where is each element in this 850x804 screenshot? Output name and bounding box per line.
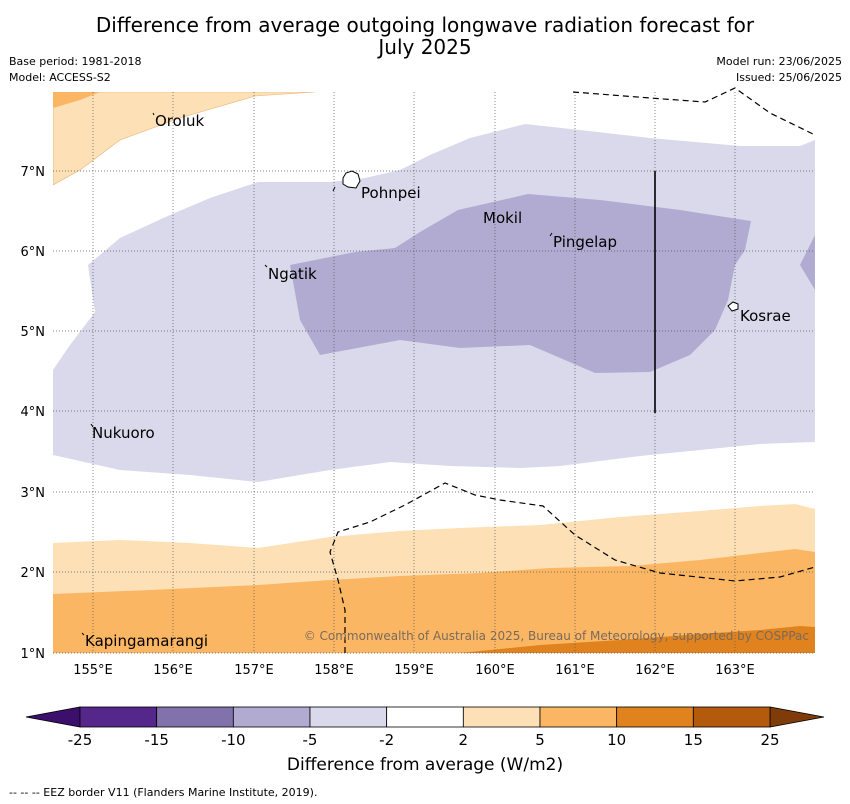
lon-tick-160e: 160°E — [475, 663, 515, 678]
colorbar-tick-label: 2 — [459, 731, 469, 749]
lat-tick-5n: 5°N — [21, 325, 46, 340]
lon-tick-155e: 155°E — [73, 663, 113, 678]
colorbar-tick-label: 25 — [760, 731, 779, 749]
colorbar-under-arrow — [25, 706, 81, 728]
lat-tick-2n: 2°N — [21, 566, 46, 581]
eez-footnote: -- -- -- EEZ border V11 (Flanders Marine… — [9, 786, 318, 799]
lat-tick-3n: 3°N — [21, 486, 46, 501]
kosrae-island-outline — [727, 301, 739, 312]
anomaly-band-5-to-10-north — [53, 92, 100, 108]
latitude-ticks: 1°N 2°N 3°N 4°N 5°N 6°N 7°N — [21, 165, 46, 662]
colorbar-segment — [232, 706, 311, 728]
colorbar-segment — [79, 706, 158, 728]
place-labels: Oroluk Pohnpei Mokil Pingelap Ngatik Kos… — [85, 112, 791, 650]
pohnpei-island-outline — [342, 170, 361, 189]
colorbar-label: Difference from average (W/m2) — [286, 755, 564, 775]
place-label-mokil: Mokil — [483, 209, 522, 227]
colorbar-segment — [692, 706, 771, 728]
model-text: Model: ACCESS-S2 — [9, 71, 111, 84]
colorbar-segment — [386, 706, 464, 728]
colorbar-tick-label: -5 — [303, 731, 318, 749]
lon-tick-156e: 156°E — [153, 663, 193, 678]
place-label-kapingamarangi: Kapingamarangi — [85, 632, 208, 650]
colorbar-over-arrow — [769, 706, 825, 728]
place-label-oroluk: Oroluk — [155, 112, 204, 130]
metadata-right: Model run: 23/06/2025 Issued: 25/06/2025 — [716, 54, 842, 86]
colorbar-tick-label: -15 — [144, 731, 169, 749]
issued-text: Issued: 25/06/2025 — [735, 71, 842, 84]
anomaly-band-5-to-10-south — [53, 549, 815, 653]
lon-tick-162e: 162°E — [635, 663, 675, 678]
lat-tick-4n: 4°N — [21, 405, 46, 420]
title-line-1: Difference from average outgoing longwav… — [95, 13, 755, 37]
anomaly-band-minus10-to-minus5-east — [800, 235, 815, 290]
title-line-2: July 2025 — [378, 35, 472, 59]
colorbar: -25 -15 -10 -5 -2 2 5 10 15 25 — [25, 706, 825, 749]
base-period-text: Base period: 1981-2018 — [9, 55, 142, 68]
place-label-pingelap: Pingelap — [553, 233, 617, 251]
colorbar-tick-label: -10 — [221, 731, 246, 749]
colorbar-tick-label: 5 — [535, 731, 545, 749]
islands — [81, 112, 739, 636]
longitude-ticks: 155°E 156°E 157°E 158°E 159°E 160°E 161°… — [73, 663, 755, 678]
anomaly-band-minus10-to-minus5 — [290, 194, 751, 373]
place-label-nukuoro: Nukuoro — [92, 424, 155, 442]
colorbar-segment — [616, 706, 694, 728]
lon-tick-159e: 159°E — [394, 663, 434, 678]
copyright-notice: © Commonwealth of Australia 2025, Bureau… — [304, 629, 809, 643]
anomaly-field — [53, 92, 815, 653]
lon-tick-157e: 157°E — [234, 663, 274, 678]
metadata-left: Base period: 1981-2018 Model: ACCESS-S2 — [9, 54, 141, 86]
place-label-ngatik: Ngatik — [268, 265, 317, 283]
lat-tick-7n: 7°N — [21, 165, 46, 180]
colorbar-tick-label: 10 — [607, 731, 626, 749]
colorbar-tick-label: -25 — [68, 731, 93, 749]
lat-tick-6n: 6°N — [21, 245, 46, 260]
colorbar-tick-label: 15 — [684, 731, 703, 749]
lon-tick-161e: 161°E — [555, 663, 595, 678]
colorbar-segment — [539, 706, 618, 728]
chart-title: Difference from average outgoing longwav… — [0, 14, 850, 58]
colorbar-segment — [156, 706, 234, 728]
lon-tick-163e: 163°E — [715, 663, 755, 678]
colorbar-segment — [462, 706, 541, 728]
lat-tick-1n: 1°N — [21, 647, 46, 662]
anomaly-band-2-to-5-north — [53, 92, 316, 186]
colorbar-tick-label: -2 — [379, 731, 394, 749]
eez-borders — [329, 87, 816, 653]
model-run-text: Model run: 23/06/2025 — [716, 55, 842, 68]
place-label-pohnpei: Pohnpei — [361, 184, 421, 202]
anomaly-band-10-to-15-south — [460, 626, 815, 653]
place-label-kosrae: Kosrae — [740, 307, 791, 325]
lon-tick-158e: 158°E — [314, 663, 354, 678]
colorbar-segment — [309, 706, 388, 728]
